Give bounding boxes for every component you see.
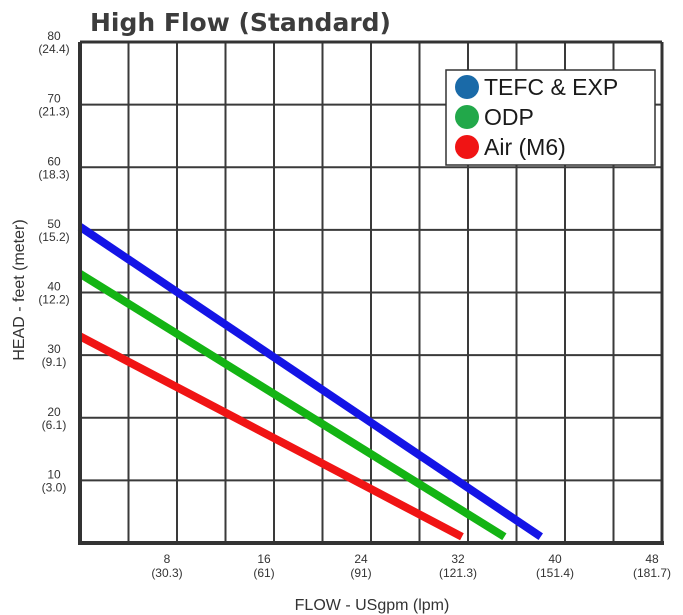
y-tick-sublabel: (3.0) xyxy=(42,480,67,494)
y-tick-sublabel: (12.2) xyxy=(38,293,69,307)
legend-swatch-icon xyxy=(455,135,479,159)
x-tick-label: 32 xyxy=(451,552,465,566)
y-tick-label: 30 xyxy=(47,342,61,356)
series-line xyxy=(77,223,543,541)
x-tick-label: 16 xyxy=(257,552,271,566)
y-tick-sublabel: (15.2) xyxy=(38,230,69,244)
x-tick-sublabel: (30.3) xyxy=(151,566,182,580)
x-tick-label: 8 xyxy=(164,552,171,566)
axes xyxy=(78,40,664,545)
legend-box xyxy=(445,69,656,166)
x-tick-sublabel: (151.4) xyxy=(536,566,574,580)
x-tick-label: 24 xyxy=(354,552,368,566)
series-line xyxy=(78,332,464,541)
x-axis-label: FLOW - USgpm (lpm) xyxy=(295,597,450,614)
tick-labels: 10(3.0)20(6.1)30(9.1)40(12.2)50(15.2)60(… xyxy=(38,29,671,580)
x-tick-label: 48 xyxy=(645,552,659,566)
series-layer xyxy=(77,223,543,541)
x-tick-sublabel: (61) xyxy=(253,566,274,580)
x-tick-sublabel: (91) xyxy=(350,566,371,580)
legend-swatch-icon xyxy=(455,75,479,99)
y-tick-label: 50 xyxy=(47,217,61,231)
legend-swatch-icon xyxy=(455,105,479,129)
x-tick-sublabel: (181.7) xyxy=(633,566,671,580)
series-line xyxy=(77,270,507,541)
y-tick-label: 80 xyxy=(47,29,61,43)
y-tick-sublabel: (18.3) xyxy=(38,167,69,181)
y-axis-label: HEAD - feet (meter) xyxy=(11,219,28,360)
y-tick-sublabel: (24.4) xyxy=(38,42,69,56)
y-tick-label: 10 xyxy=(47,467,61,481)
legend-label: ODP xyxy=(484,104,534,130)
legend-label: Air (M6) xyxy=(484,134,566,160)
y-tick-sublabel: (6.1) xyxy=(42,418,67,432)
y-tick-sublabel: (21.3) xyxy=(38,105,69,119)
y-tick-sublabel: (9.1) xyxy=(42,355,67,369)
chart-title: High Flow (Standard) xyxy=(90,8,391,37)
legend: TEFC & EXP ODP Air (M6) xyxy=(445,69,656,166)
y-tick-label: 20 xyxy=(47,405,61,419)
legend-label: TEFC & EXP xyxy=(484,74,618,100)
y-tick-label: 70 xyxy=(47,92,61,106)
y-tick-label: 40 xyxy=(47,280,61,294)
x-tick-label: 40 xyxy=(548,552,562,566)
x-tick-sublabel: (121.3) xyxy=(439,566,477,580)
y-tick-label: 60 xyxy=(47,154,61,168)
